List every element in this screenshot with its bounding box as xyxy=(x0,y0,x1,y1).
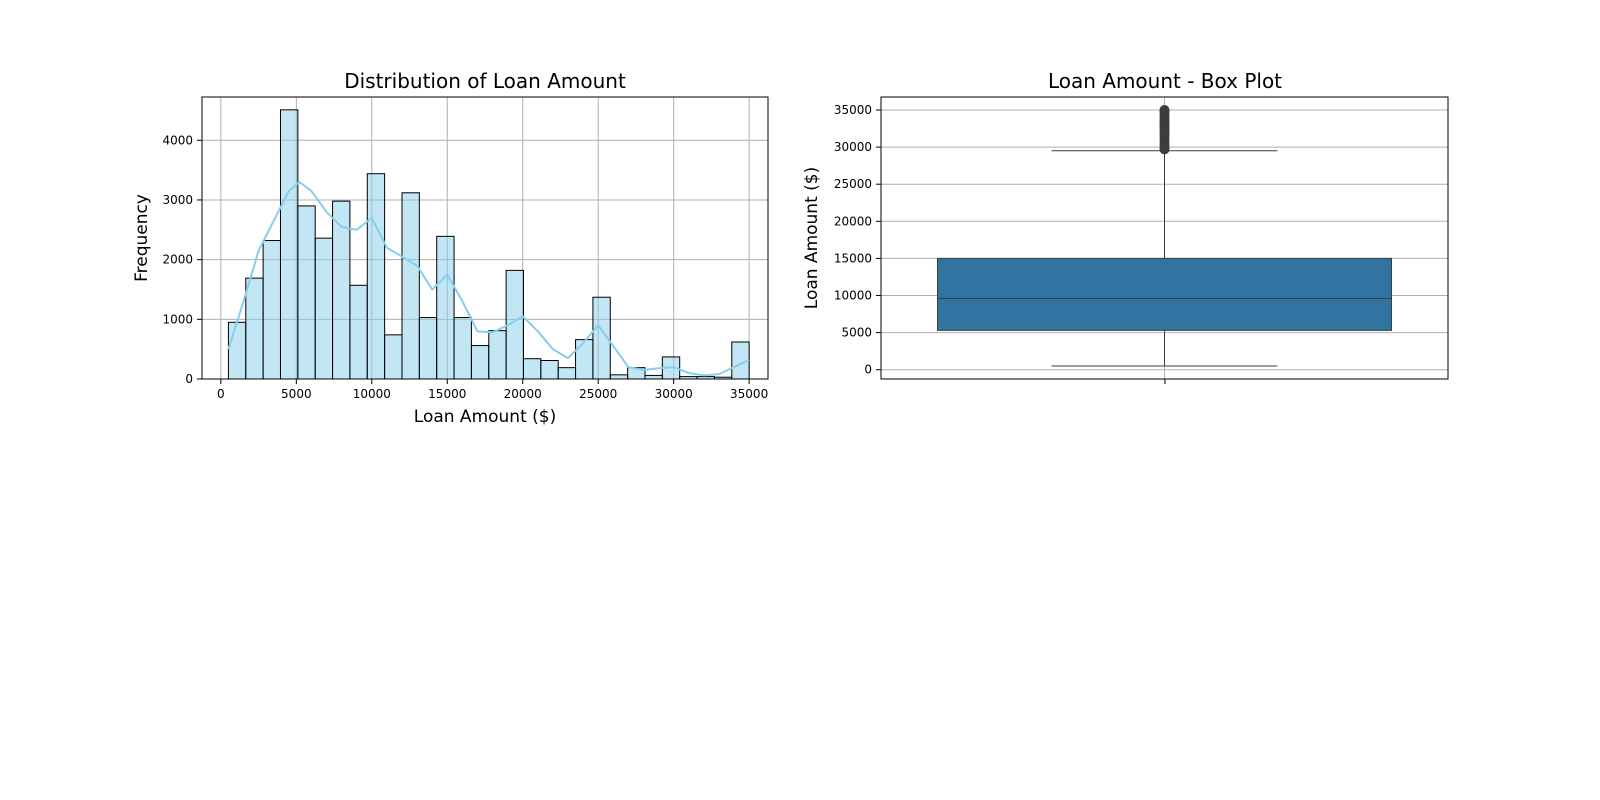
histogram-bar xyxy=(366,173,386,380)
histogram-bar xyxy=(436,235,455,380)
histogram-bar xyxy=(314,237,334,380)
box-plot-title: Loan Amount - Box Plot xyxy=(1048,69,1282,93)
histogram-plot-frame xyxy=(201,96,769,380)
histogram-bar xyxy=(262,240,281,380)
histogram-bar xyxy=(227,321,247,380)
histogram-x-tick-label: 5000 xyxy=(281,387,312,401)
outlier-point xyxy=(1159,104,1170,115)
box-plot-y-label: Loan Amount ($) xyxy=(802,167,822,309)
histogram-x-tick-label: 15000 xyxy=(428,387,466,401)
histogram-bar xyxy=(401,192,420,380)
histogram-bar xyxy=(453,317,472,380)
histogram-x-tick-label: 20000 xyxy=(504,387,542,401)
histogram-bars xyxy=(227,109,750,380)
box-plot-body xyxy=(937,104,1392,367)
histogram-bar xyxy=(384,334,403,380)
box-plot-y-tick-label: 35000 xyxy=(834,103,872,117)
histogram-bar xyxy=(540,359,559,380)
histogram-bar xyxy=(245,277,264,380)
box-plot-y-tick-label: 15000 xyxy=(834,251,872,265)
histogram-y-ticks: 0 1000 2000 3000 4000 xyxy=(162,133,202,386)
box-plot-y-tick-label: 5000 xyxy=(841,326,872,340)
kde-curve xyxy=(227,180,750,377)
histogram-bar xyxy=(522,358,542,380)
histogram-bar xyxy=(644,374,663,380)
histogram-bar xyxy=(470,345,490,380)
box-plot-y-tick-label: 0 xyxy=(864,363,872,377)
box-plot-y-tick-label: 25000 xyxy=(834,177,872,191)
box-plot-y-tick-label: 30000 xyxy=(834,140,872,154)
histogram-y-tick-label: 2000 xyxy=(162,253,193,267)
histogram-bar xyxy=(349,284,368,380)
histogram-y-tick-label: 0 xyxy=(185,372,193,386)
histogram-x-ticks: 0 5000 10000 15000 20000 25000 30000 35000 xyxy=(217,379,768,401)
histogram-bar xyxy=(297,205,316,380)
box-plot-y-ticks: 0 5000 10000 15000 20000 25000 30000 35000 xyxy=(834,103,881,377)
histogram-x-label: Loan Amount ($) xyxy=(414,407,556,427)
histogram-y-label: Frequency xyxy=(132,194,152,282)
histogram-x-tick-label: 30000 xyxy=(655,387,693,401)
interquartile-box xyxy=(937,257,1392,331)
histogram-y-tick-label: 1000 xyxy=(162,312,193,326)
histogram-bar xyxy=(609,374,629,380)
histogram-x-tick-label: 25000 xyxy=(579,387,617,401)
histogram-bar xyxy=(488,330,507,380)
histogram-bar xyxy=(418,317,438,380)
histogram-x-tick-label: 10000 xyxy=(353,387,391,401)
histogram-bar xyxy=(279,109,299,380)
histogram-title: Distribution of Loan Amount xyxy=(344,69,626,93)
histogram-y-tick-label: 3000 xyxy=(162,193,193,207)
box-plot-y-tick-label: 10000 xyxy=(834,289,872,303)
box-plot-y-tick-label: 20000 xyxy=(834,214,872,228)
histogram-y-tick-label: 4000 xyxy=(162,133,193,147)
histogram-chart: Distribution of Loan Amount 0 5000 10000 15… xyxy=(132,69,769,427)
histogram-x-tick-label: 0 xyxy=(217,387,225,401)
box-plot-chart: Loan Amount - Box Plot 0 5000 10000 15000 20… xyxy=(802,69,1449,384)
histogram-bar xyxy=(557,367,577,380)
histogram-x-tick-label: 35000 xyxy=(730,387,768,401)
histogram-bar xyxy=(575,339,594,380)
